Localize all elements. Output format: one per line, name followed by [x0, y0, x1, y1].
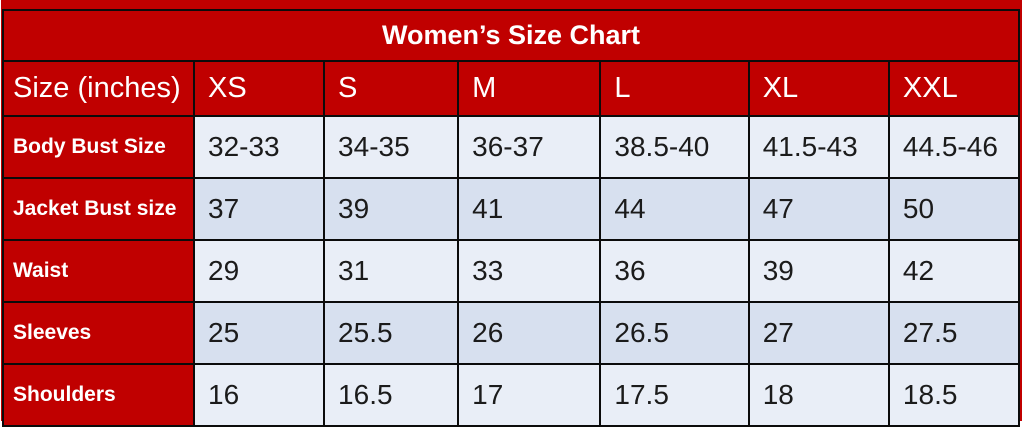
value-cell: 44.5-46 — [887, 115, 1021, 179]
value-cell: 26 — [457, 301, 602, 365]
value-cell: 36 — [599, 239, 750, 303]
value-cell: 33 — [457, 239, 602, 303]
column-header-xs: XS — [192, 60, 326, 117]
value-cell: 26.5 — [599, 301, 750, 365]
value-cell: 17 — [457, 363, 602, 427]
value-cell: 27.5 — [887, 301, 1021, 365]
row-label-waist: Waist — [2, 239, 195, 303]
row-label-jacket-bust-size: Jacket Bust size — [2, 177, 195, 241]
column-header-xl: XL — [747, 60, 890, 117]
table-row-body-bust-size: Body Bust Size 32-33 34-35 36-37 38.5-40… — [2, 115, 1021, 179]
table-row-jacket-bust-size: Jacket Bust size 37 39 41 44 47 50 — [2, 177, 1021, 241]
value-cell: 36-37 — [457, 115, 602, 179]
table-row-waist: Waist 29 31 33 36 39 42 — [2, 239, 1021, 303]
value-cell: 31 — [323, 239, 460, 303]
row-label-shoulders: Shoulders — [2, 363, 195, 427]
value-cell: 18 — [747, 363, 890, 427]
value-cell: 41.5-43 — [747, 115, 890, 179]
corner-header-size-inches: Size (inches) — [2, 60, 195, 117]
value-cell: 16 — [192, 363, 326, 427]
table-row-shoulders: Shoulders 16 16.5 17 17.5 18 18.5 — [2, 363, 1021, 427]
size-chart-table: Women’s Size Chart Size (inches) XS S M … — [2, 9, 1021, 427]
value-cell: 38.5-40 — [599, 115, 750, 179]
column-header-row: Size (inches) XS S M L XL XXL — [2, 60, 1021, 117]
value-cell: 16.5 — [323, 363, 460, 427]
value-cell: 25.5 — [323, 301, 460, 365]
value-cell: 41 — [457, 177, 602, 241]
column-header-s: S — [323, 60, 460, 117]
value-cell: 47 — [747, 177, 890, 241]
value-cell: 37 — [192, 177, 326, 241]
chart-title: Women’s Size Chart — [2, 9, 1020, 62]
value-cell: 25 — [192, 301, 326, 365]
column-header-xxl: XXL — [887, 60, 1021, 117]
value-cell: 42 — [887, 239, 1021, 303]
value-cell: 18.5 — [887, 363, 1021, 427]
value-cell: 44 — [599, 177, 750, 241]
title-row: Women’s Size Chart — [2, 9, 1020, 62]
value-cell: 32-33 — [192, 115, 326, 179]
table-row-sleeves: Sleeves 25 25.5 26 26.5 27 27.5 — [2, 301, 1021, 365]
value-cell: 39 — [323, 177, 460, 241]
row-label-body-bust-size: Body Bust Size — [2, 115, 195, 179]
value-cell: 50 — [887, 177, 1021, 241]
column-header-l: L — [599, 60, 750, 117]
value-cell: 27 — [747, 301, 890, 365]
value-cell: 34-35 — [323, 115, 460, 179]
value-cell: 39 — [747, 239, 890, 303]
value-cell: 17.5 — [599, 363, 750, 427]
value-cell: 29 — [192, 239, 326, 303]
row-label-sleeves: Sleeves — [2, 301, 195, 365]
column-header-m: M — [457, 60, 602, 117]
